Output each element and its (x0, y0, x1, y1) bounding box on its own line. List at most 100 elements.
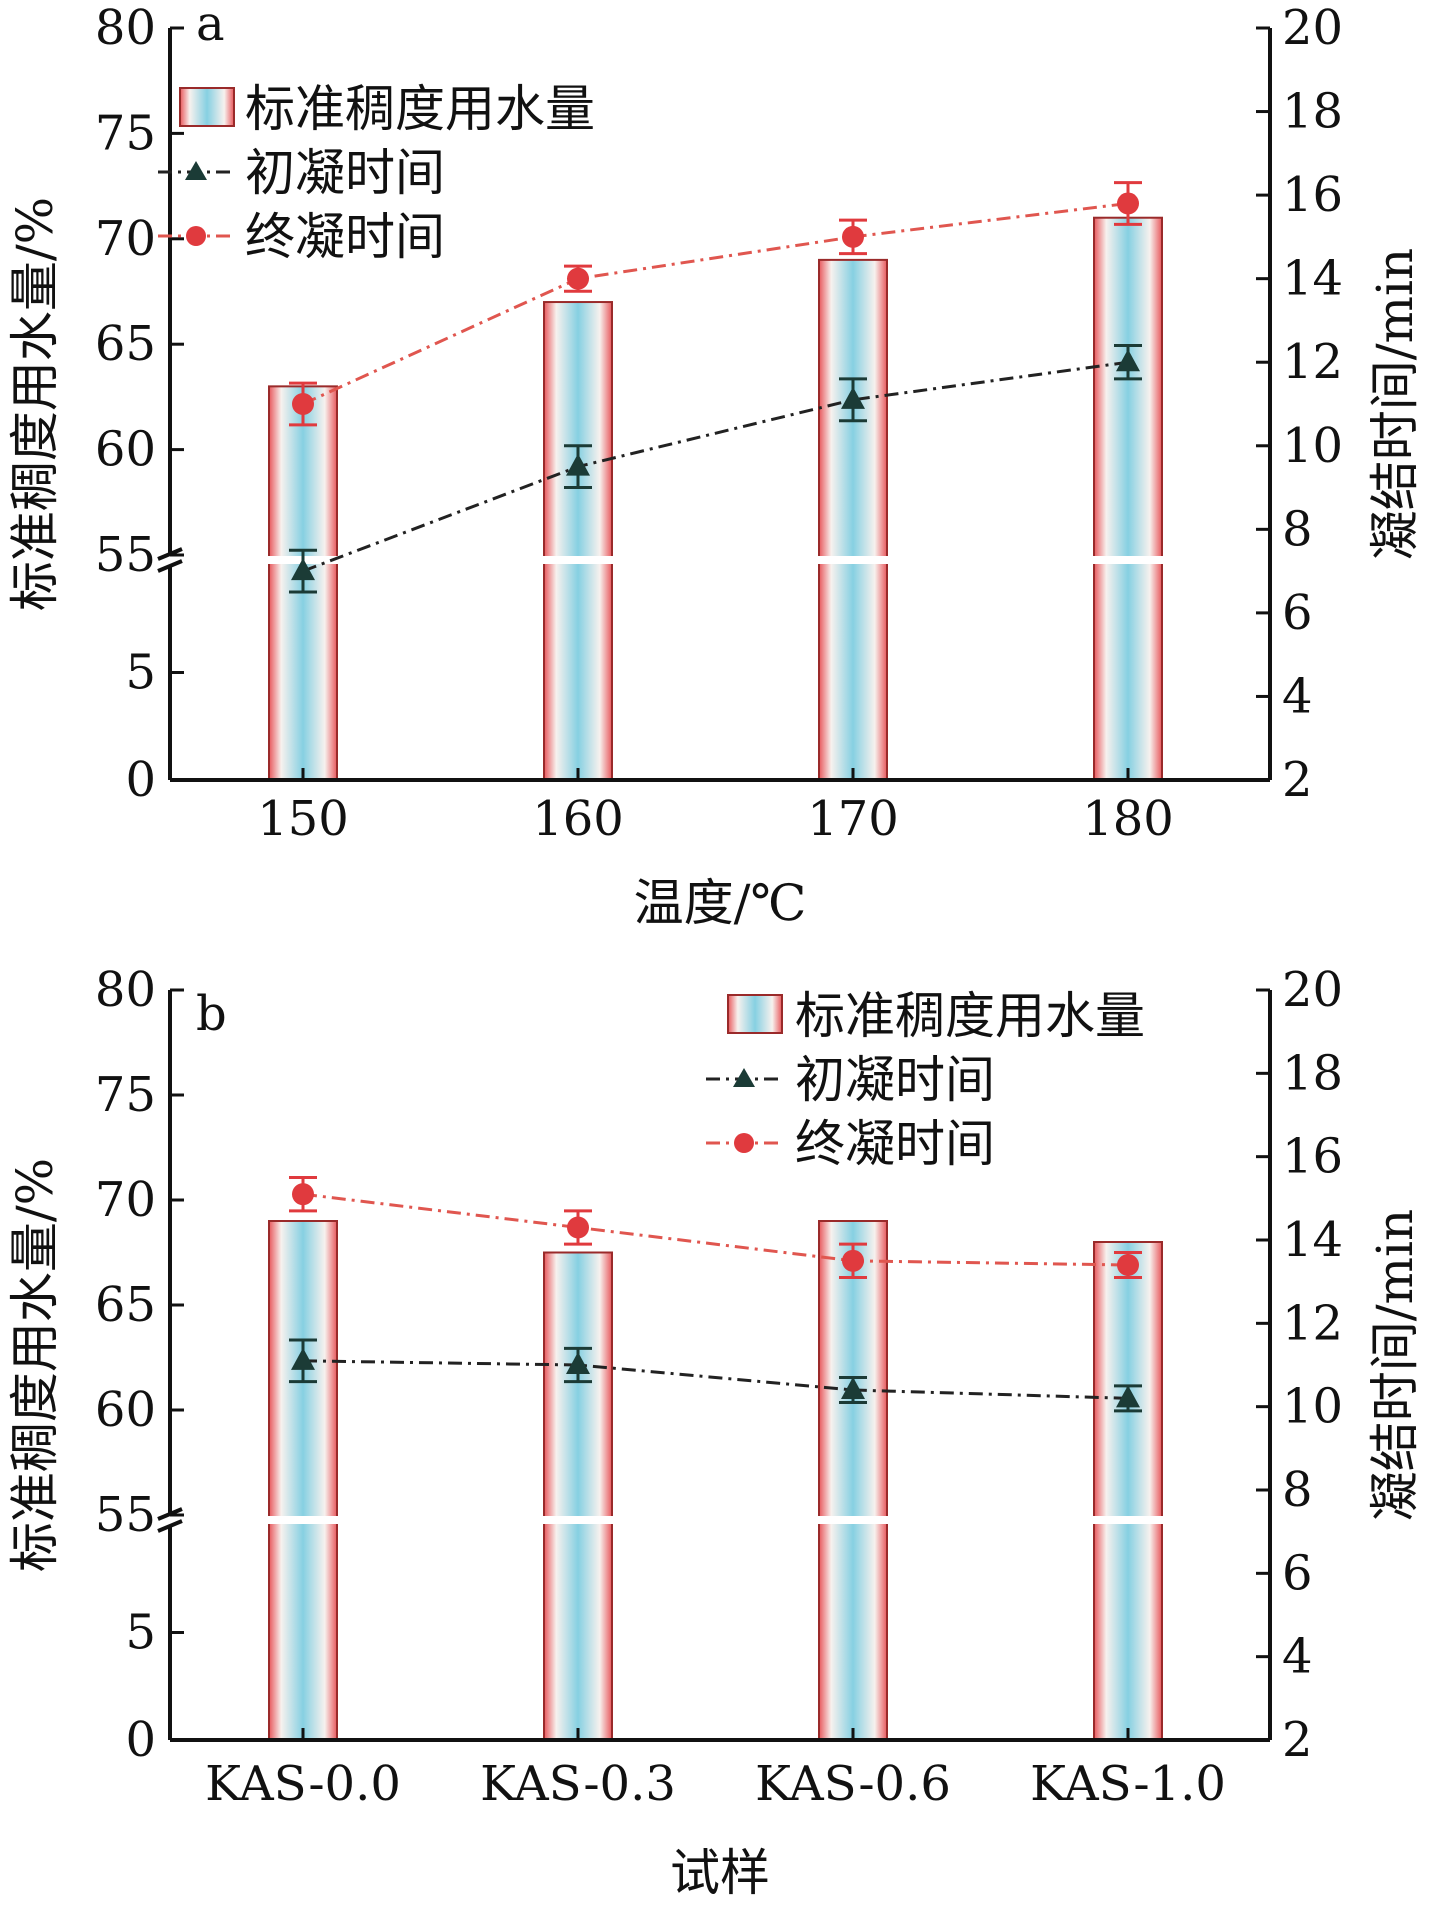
right-tick-label: 6 (1282, 1545, 1313, 1601)
bar (543, 1251, 613, 1741)
left-tick-label: 80 (95, 962, 156, 1018)
x-tick-label: 170 (807, 791, 899, 847)
y-axis-title-right: 凝结时间/min (1366, 248, 1424, 560)
legend-swatch-marker (185, 161, 207, 180)
legend-label: 初凝时间 (795, 1051, 995, 1109)
legend-label: 终凝时间 (795, 1115, 995, 1173)
right-tick-label: 20 (1282, 0, 1343, 56)
left-tick-label: 65 (95, 1277, 156, 1333)
bar (1093, 216, 1163, 782)
right-tick-label: 2 (1282, 1712, 1313, 1768)
data-point (1116, 1385, 1140, 1408)
bar (543, 301, 613, 781)
axis-break-mark (157, 559, 183, 573)
right-tick-label: 16 (1282, 167, 1343, 223)
data-point (566, 453, 590, 476)
legend-label: 终凝时间 (245, 208, 445, 266)
left-tick-label: 55 (95, 527, 156, 583)
legend-swatch-marker (734, 1133, 754, 1153)
chart-panel-b: 55 60 65 70 75 80 0 5 2 4 6 8 10 12 14 16 18 20 KAS-0.0 KAS… (6, 962, 1424, 1902)
right-tick-label: 12 (1282, 334, 1343, 390)
data-point (842, 1249, 864, 1272)
x-tick-label: KAS-0.0 (205, 1756, 401, 1812)
right-tick-label: 4 (1282, 1629, 1313, 1685)
right-tick-label: 8 (1282, 501, 1313, 557)
bar (1093, 1241, 1163, 1741)
data-point (841, 386, 865, 409)
legend-swatch-marker (733, 1068, 755, 1087)
panel-label: b (196, 986, 227, 1042)
legend-swatch-bar (727, 994, 783, 1034)
x-tick-label: KAS-1.0 (1030, 1756, 1226, 1812)
y-axis-title-right: 凝结时间/min (1366, 1209, 1424, 1521)
left-tick-label: 80 (95, 0, 156, 56)
x-tick-label: KAS-0.6 (755, 1756, 951, 1812)
data-point (566, 1352, 590, 1374)
right-tick-label: 6 (1282, 585, 1313, 641)
data-point (1117, 192, 1139, 215)
right-tick-label: 14 (1282, 251, 1343, 307)
series-line (302, 360, 1129, 573)
bar (818, 258, 888, 781)
y-axis-title-left: 标准稠度用水量/% (6, 1158, 64, 1572)
data-point (292, 393, 314, 415)
x-tick-label: KAS-0.3 (480, 1756, 676, 1812)
left-tick-label: 65 (95, 316, 156, 372)
data-point (291, 558, 315, 581)
series-line (302, 1359, 1129, 1400)
data-point (841, 1377, 865, 1399)
data-point (291, 1347, 315, 1370)
series-line (302, 201, 1129, 406)
legend-label: 标准稠度用水量 (795, 987, 1145, 1045)
chart-panel-a: 55 60 65 70 75 80 0 5 2 4 6 8 10 12 14 16 18 20 150 160 170 1… (6, 0, 1424, 932)
axis-break-mark (157, 1519, 183, 1533)
right-tick-label: 18 (1282, 1045, 1343, 1101)
data-point (567, 1216, 589, 1239)
data-point (567, 267, 589, 290)
right-tick-label: 10 (1282, 1379, 1343, 1435)
right-tick-label: 2 (1282, 752, 1313, 808)
bar (268, 1220, 338, 1741)
left-tick-label: 75 (95, 1067, 156, 1123)
right-tick-label: 18 (1282, 84, 1343, 140)
series-line (302, 1192, 1129, 1267)
left-tick-label: 5 (125, 645, 156, 701)
data-point (1117, 1254, 1139, 1276)
x-axis-title: 试样 (670, 1844, 770, 1902)
left-tick-label: 75 (95, 105, 156, 161)
left-tick-label: 0 (125, 752, 156, 808)
data-point (1116, 349, 1140, 372)
right-tick-label: 10 (1282, 418, 1343, 474)
left-tick-label: 60 (95, 422, 156, 478)
right-tick-label: 8 (1282, 1462, 1313, 1518)
legend-label: 初凝时间 (245, 144, 445, 202)
right-tick-label: 16 (1282, 1129, 1343, 1185)
left-tick-label: 55 (95, 1487, 156, 1543)
left-tick-label: 70 (95, 1172, 156, 1228)
x-axis-title: 温度/℃ (634, 874, 807, 932)
left-tick-label: 70 (95, 211, 156, 267)
left-tick-label: 5 (125, 1605, 156, 1661)
panel-label: a (196, 0, 225, 52)
axis-break-band (176, 556, 1264, 564)
y-axis-title-left: 标准稠度用水量/% (6, 197, 64, 611)
x-tick-label: 150 (257, 791, 349, 847)
axis-break-band (176, 1516, 1264, 1524)
data-point (292, 1183, 314, 1206)
data-point (842, 225, 864, 248)
bar (818, 1220, 888, 1741)
x-tick-label: 160 (532, 791, 624, 847)
right-tick-label: 12 (1282, 1295, 1343, 1351)
left-tick-label: 60 (95, 1382, 156, 1438)
left-tick-label: 0 (125, 1712, 156, 1768)
legend-swatch-marker (186, 226, 206, 246)
right-tick-label: 4 (1282, 668, 1313, 724)
x-tick-label: 180 (1082, 791, 1174, 847)
legend-label: 标准稠度用水量 (245, 80, 595, 138)
legend-swatch-bar (179, 87, 235, 127)
right-tick-label: 14 (1282, 1212, 1343, 1268)
right-tick-label: 20 (1282, 962, 1343, 1018)
